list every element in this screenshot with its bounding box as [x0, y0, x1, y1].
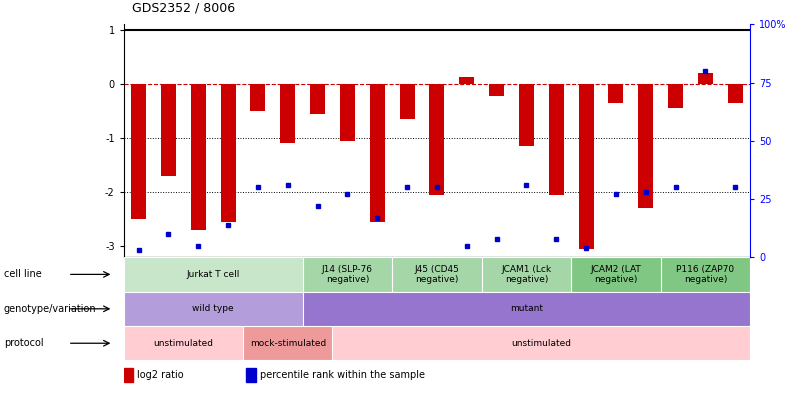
Bar — [251, 84, 266, 111]
Text: GDS2352 / 8006: GDS2352 / 8006 — [132, 1, 235, 14]
Bar — [728, 84, 743, 103]
Text: JCAM2 (LAT
negative): JCAM2 (LAT negative) — [591, 265, 642, 284]
Bar — [429, 84, 444, 195]
Bar — [460, 77, 474, 84]
Bar — [161, 84, 176, 176]
Bar — [310, 84, 325, 114]
Text: P116 (ZAP70
negative): P116 (ZAP70 negative) — [677, 265, 734, 284]
Bar — [340, 84, 355, 141]
Bar — [638, 84, 654, 209]
Text: JCAM1 (Lck
negative): JCAM1 (Lck negative) — [501, 265, 551, 284]
Text: log2 ratio: log2 ratio — [136, 370, 184, 379]
Bar — [698, 73, 713, 84]
Bar — [400, 84, 414, 119]
Text: Jurkat T cell: Jurkat T cell — [187, 270, 240, 279]
Text: mock-stimulated: mock-stimulated — [250, 339, 326, 348]
Bar — [579, 84, 594, 249]
Text: protocol: protocol — [4, 338, 44, 348]
Bar — [191, 84, 206, 230]
Text: wild type: wild type — [192, 304, 234, 313]
Text: J14 (SLP-76
negative): J14 (SLP-76 negative) — [322, 265, 373, 284]
Text: percentile rank within the sample: percentile rank within the sample — [259, 370, 425, 379]
Bar — [247, 368, 256, 382]
Bar — [519, 84, 534, 146]
Bar — [220, 84, 235, 222]
Bar — [280, 84, 295, 143]
Text: genotype/variation: genotype/variation — [4, 304, 97, 314]
Bar — [369, 84, 385, 222]
Bar — [549, 84, 563, 195]
Text: unstimulated: unstimulated — [153, 339, 213, 348]
Bar — [668, 84, 683, 108]
Text: mutant: mutant — [510, 304, 543, 313]
Text: cell line: cell line — [4, 269, 41, 279]
Bar — [489, 84, 504, 96]
Bar — [608, 84, 623, 103]
Text: J45 (CD45
negative): J45 (CD45 negative) — [414, 265, 460, 284]
Bar — [131, 84, 146, 219]
Bar — [124, 368, 133, 382]
Text: unstimulated: unstimulated — [512, 339, 571, 348]
